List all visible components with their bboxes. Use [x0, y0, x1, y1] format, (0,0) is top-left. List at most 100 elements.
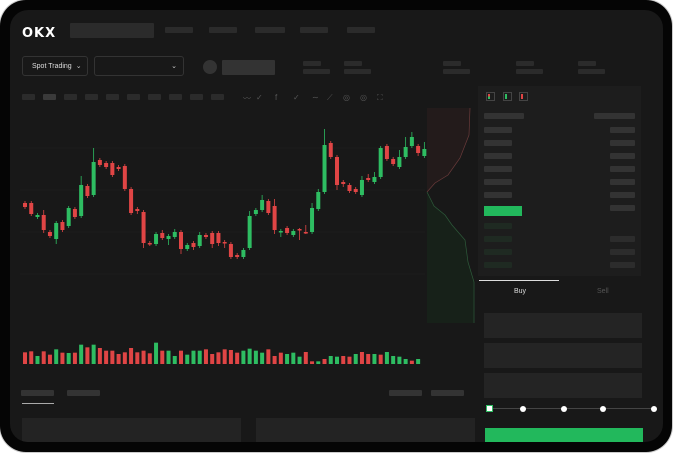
volume-bar: [91, 344, 96, 364]
market-type-dropdown[interactable]: Spot Trading ⌄: [22, 56, 88, 76]
nav-item[interactable]: [165, 27, 193, 33]
volume-bar: [47, 354, 52, 364]
volume-bar: [328, 356, 333, 364]
candle-down: [303, 232, 308, 234]
slider-step[interactable]: [600, 406, 606, 412]
candle-down: [297, 229, 302, 231]
nav-item[interactable]: [209, 27, 237, 33]
candle-down: [179, 232, 183, 249]
candle-down: [110, 163, 115, 175]
volume-bar: [228, 350, 233, 364]
ruler-icon[interactable]: ⟋: [327, 93, 333, 102]
pair-selector-dropdown[interactable]: ⌄: [94, 56, 184, 76]
filter-button[interactable]: [431, 390, 464, 396]
ask-amount: [610, 179, 635, 185]
volume-bar: [191, 350, 196, 364]
candle-up: [260, 200, 265, 210]
tab-sell[interactable]: Sell: [597, 288, 609, 295]
candle-down: [135, 209, 140, 211]
nav-item[interactable]: [300, 27, 328, 33]
candle-up: [154, 234, 159, 244]
tab-open-orders[interactable]: [21, 390, 54, 396]
candle-down: [391, 159, 396, 164]
orders-panel: [22, 418, 241, 442]
timeframe-option[interactable]: [64, 94, 77, 100]
fullscreen-icon[interactable]: ⛶: [377, 93, 383, 102]
ask-price: [484, 140, 512, 146]
volume-bar: [278, 352, 283, 364]
volume-bar: [66, 353, 71, 364]
camera-icon[interactable]: ◎: [343, 93, 350, 102]
nav-item[interactable]: [347, 27, 375, 33]
stat-label: [516, 61, 534, 66]
chevron-down-icon[interactable]: ✓: [293, 93, 300, 102]
volume-bar: [216, 352, 221, 364]
volume-bar: [85, 347, 90, 364]
ask-amount: [610, 205, 635, 211]
filter-button[interactable]: [389, 390, 422, 396]
volume-bar: [210, 354, 215, 364]
volume-bar: [291, 352, 296, 364]
slider-step[interactable]: [651, 406, 657, 412]
asks-only-icon[interactable]: [519, 92, 528, 101]
timeframe-option[interactable]: [127, 94, 140, 100]
volume-bar: [110, 350, 115, 364]
volume-bar: [253, 350, 258, 364]
candle-down: [147, 243, 152, 245]
timeframe-option[interactable]: [190, 94, 203, 100]
ask-price: [484, 179, 512, 185]
timeframe-option[interactable]: [169, 94, 182, 100]
candle-down: [341, 182, 346, 184]
candles-icon[interactable]: ✓: [256, 93, 263, 102]
stat-value: [443, 69, 470, 74]
timeframe-option[interactable]: [43, 94, 56, 100]
nav-item[interactable]: [255, 27, 285, 33]
timeframe-option[interactable]: [148, 94, 161, 100]
candle-down: [141, 212, 146, 243]
timeframe-option[interactable]: [22, 94, 35, 100]
stat-value: [578, 69, 605, 74]
volume-bar: [297, 356, 302, 364]
candle-down: [29, 203, 34, 214]
volume-bar: [272, 356, 277, 364]
ask-amount: [610, 140, 635, 146]
target-icon[interactable]: ◎: [360, 93, 367, 102]
bid-price: [484, 223, 512, 229]
search-bar[interactable]: [70, 23, 154, 38]
candle-down: [129, 189, 134, 213]
ask-amount: [610, 192, 635, 198]
slider-step[interactable]: [520, 406, 526, 412]
ask-amount: [610, 153, 635, 159]
total-input[interactable]: [484, 373, 642, 398]
slider-handle[interactable]: [486, 405, 493, 412]
tab-order-history[interactable]: [67, 390, 100, 396]
slider-track[interactable]: [488, 408, 655, 409]
line-icon[interactable]: ∼: [312, 93, 319, 102]
volume-bar: [416, 359, 421, 364]
fx-icon[interactable]: f: [275, 93, 278, 102]
timeframe-option[interactable]: [85, 94, 98, 100]
timeframe-option[interactable]: [106, 94, 119, 100]
candle-down: [228, 244, 233, 257]
buy-button[interactable]: [485, 428, 643, 442]
candle-down: [85, 186, 90, 196]
candle-up: [253, 210, 258, 214]
volume-bar: [35, 356, 40, 364]
tab-buy[interactable]: Buy: [514, 288, 527, 295]
volume-bar: [185, 354, 190, 364]
candlestick-chart[interactable]: [10, 10, 663, 442]
volume-bar: [222, 349, 227, 364]
amount-input[interactable]: [484, 343, 642, 368]
volume-bar: [72, 352, 77, 364]
volume-bar: [154, 342, 159, 364]
wave-icon[interactable]: 〰: [243, 94, 251, 103]
candle-up: [166, 236, 171, 239]
ask-price: [484, 166, 512, 172]
bids-only-icon[interactable]: [503, 92, 512, 101]
candle-down: [235, 255, 240, 257]
timeframe-option[interactable]: [211, 94, 224, 100]
ask-price: [484, 127, 512, 133]
both-sides-icon[interactable]: [486, 92, 495, 101]
slider-step[interactable]: [561, 406, 567, 412]
price-input[interactable]: [484, 313, 642, 338]
